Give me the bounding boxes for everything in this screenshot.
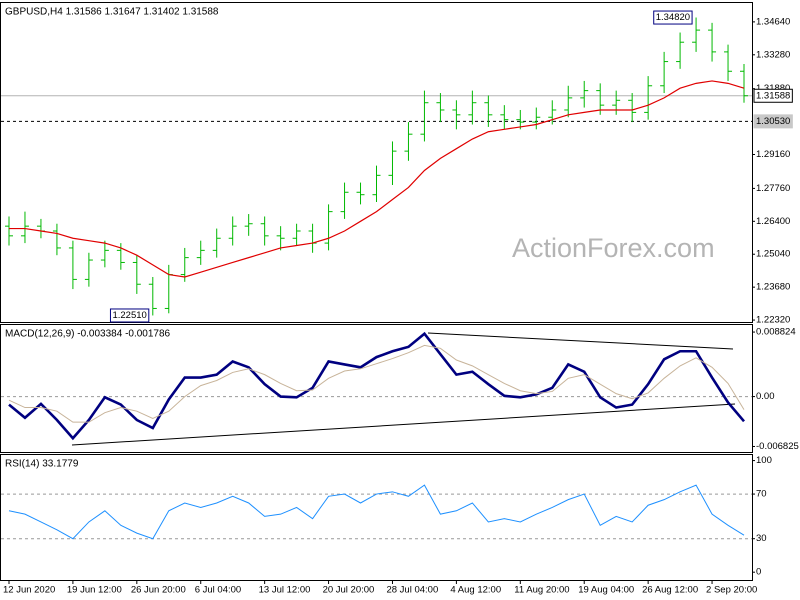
annotation-box [653, 10, 693, 25]
y-tick-label: 1.26400 [756, 216, 790, 227]
y-tick-label: 1.34640 [756, 16, 790, 27]
trend-line [427, 332, 734, 350]
current-price-label-box [753, 88, 793, 103]
annotation: 1.22510 [109, 308, 150, 323]
trend-line [71, 403, 736, 446]
level-label: 1.30530 [753, 114, 793, 129]
x-tick-label: 2 Sep 20:00 [706, 585, 757, 596]
pane-frame [0, 324, 753, 453]
level-label-text: 1.30530 [756, 116, 790, 127]
x-tick-label: 12 Jun 2020 [3, 585, 55, 596]
x-tick-label: 20 Jul 20:00 [323, 585, 375, 596]
y-tick-label: 1.22320 [756, 315, 790, 326]
current-price-label: 1.31588 [753, 88, 793, 103]
y-tick-label: 70 [756, 489, 767, 500]
y-tick-label: 100 [756, 455, 772, 466]
pane-title: RSI(14) 33.1779 [5, 459, 79, 470]
x-tick-label: 4 Aug 12:00 [450, 585, 501, 596]
annotation-text: 1.34820 [656, 12, 690, 23]
y-tick-label: 0.008824 [756, 327, 796, 338]
indicator-line [8, 331, 746, 441]
x-tick-label: 19 Jun 12:00 [67, 585, 122, 596]
x-tick-label: 19 Aug 04:00 [578, 585, 634, 596]
y-tick-label: 1.29160 [756, 149, 790, 160]
y-tick-label: 1.23680 [756, 282, 790, 293]
y-tick-label: 1.31880 [756, 83, 790, 94]
y-tick-label: 30 [756, 533, 767, 544]
moving-average [8, 80, 745, 278]
pane-frame [0, 454, 753, 581]
pane-title: MACD(12,26,9) -0.003384 -0.001786 [5, 329, 171, 340]
current-price-label-text: 1.31588 [756, 90, 790, 101]
pane-frame [0, 2, 753, 323]
y-tick-label: -0.006825 [756, 441, 799, 452]
x-tick-label: 26 Aug 12:00 [642, 585, 698, 596]
x-tick-label: 28 Jul 04:00 [386, 585, 438, 596]
x-tick-label: 26 Jun 20:00 [131, 585, 186, 596]
x-tick-label: 6 Jul 04:00 [195, 585, 241, 596]
annotation: 1.34820 [653, 10, 693, 25]
x-tick-label: 13 Jul 12:00 [259, 585, 311, 596]
y-tick-label: 0.00 [756, 391, 775, 402]
y-tick-label: 1.33280 [756, 49, 790, 60]
watermark: ActionForex.com [512, 233, 715, 263]
indicator-line [8, 484, 745, 540]
y-tick-label: 1.25040 [756, 249, 790, 260]
indicator-line [8, 344, 745, 423]
x-tick-label: 11 Aug 20:00 [514, 585, 569, 596]
y-tick-label: 1.27760 [756, 183, 790, 194]
level-label-box [753, 114, 793, 129]
annotation-box [109, 308, 150, 323]
pane-title: GBPUSD,H4 1.31586 1.31647 1.31402 1.3158… [5, 7, 219, 18]
annotation-text: 1.22510 [112, 310, 146, 321]
y-tick-label: 0 [756, 567, 761, 578]
